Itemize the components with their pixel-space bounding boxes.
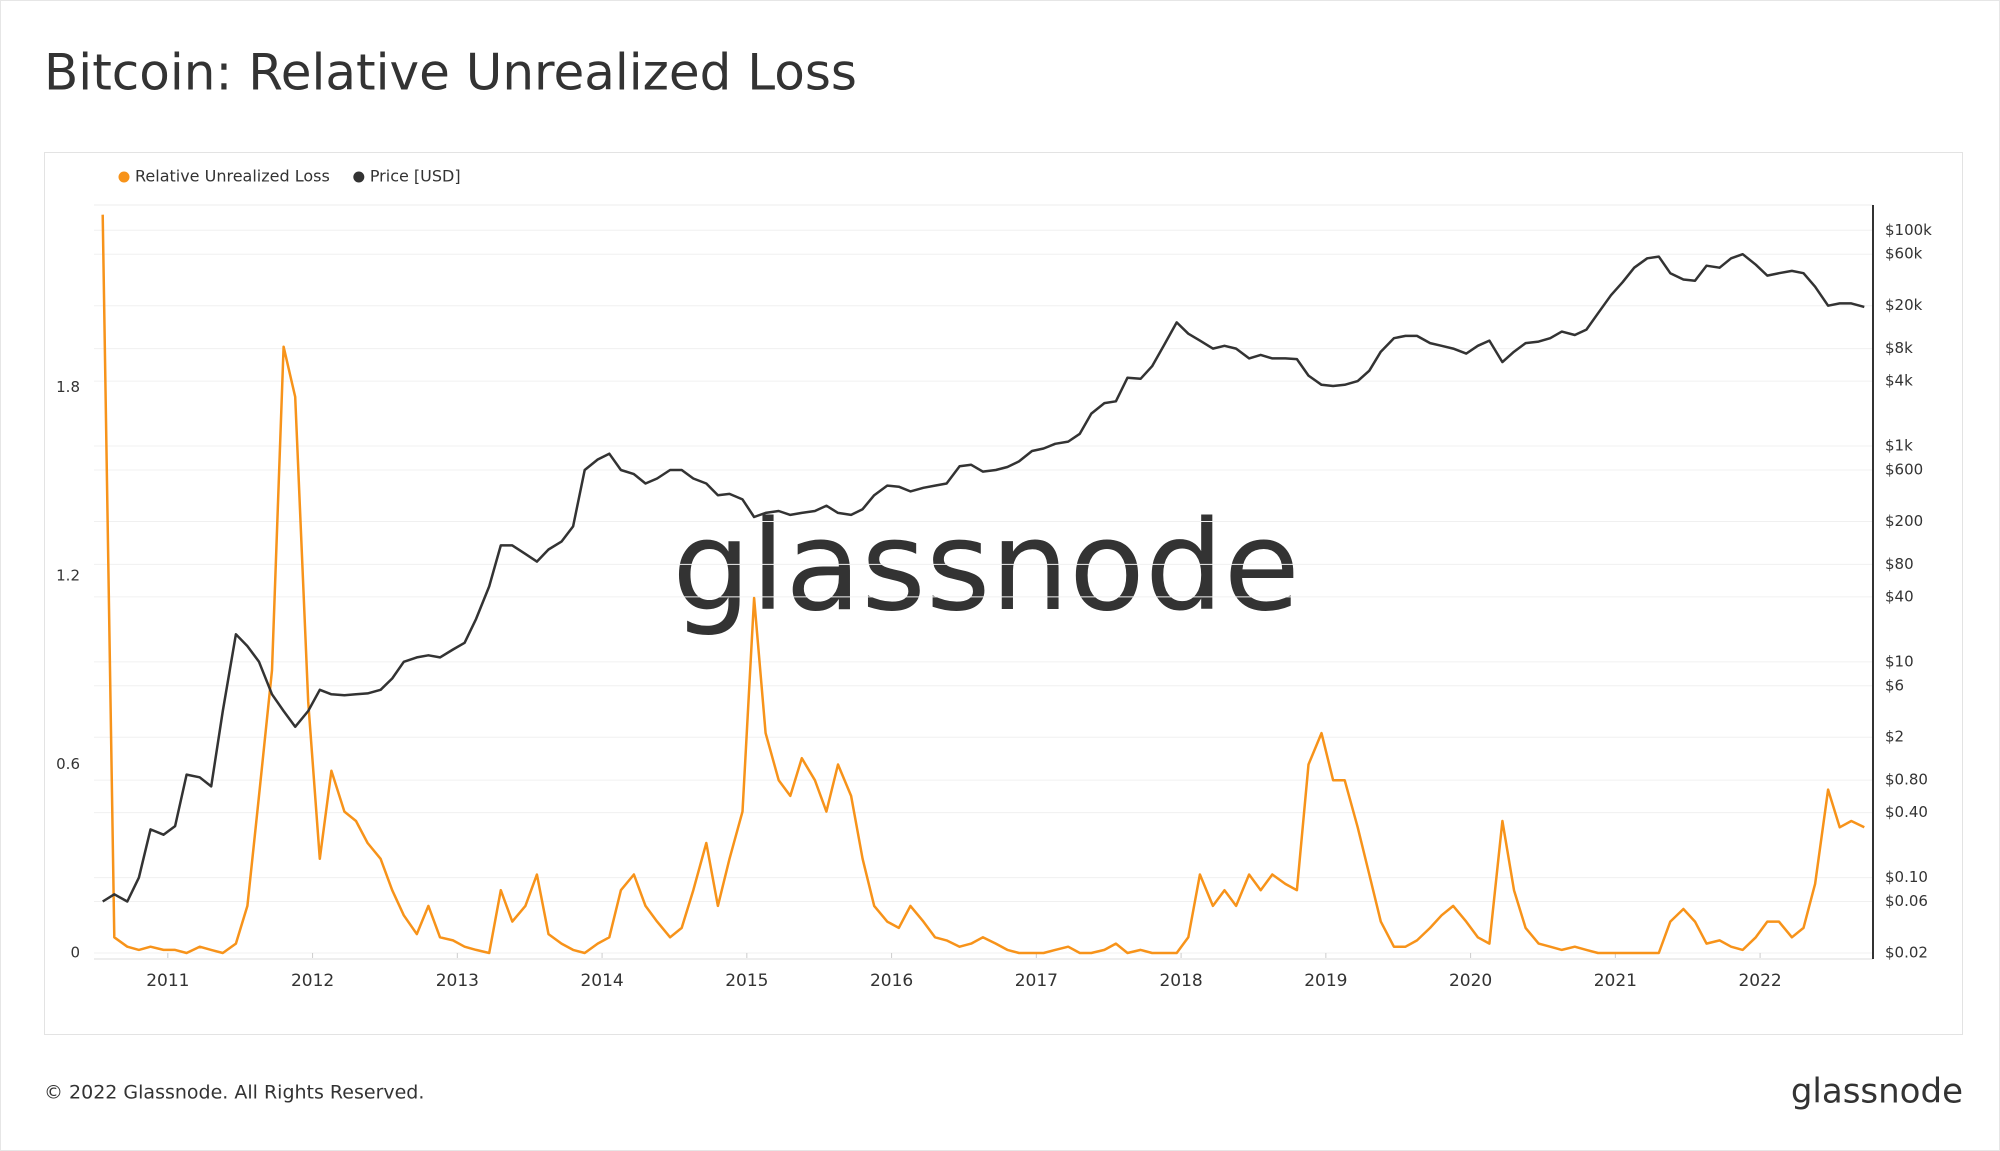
x-tick-label: 2016 <box>870 971 913 991</box>
x-tick-label: 2019 <box>1304 971 1347 991</box>
y2-tick-label: $8k <box>1885 339 1913 357</box>
y2-tick-label: $10 <box>1885 652 1914 670</box>
y2-tick-label: $0.40 <box>1885 803 1928 821</box>
y2-tick-label: $40 <box>1885 587 1914 605</box>
y2-tick-label: $0.80 <box>1885 771 1928 789</box>
y-tick-label: 0.6 <box>56 755 80 773</box>
y2-tick-label: $0.10 <box>1885 868 1928 886</box>
logo: glassnode <box>1791 1072 1963 1112</box>
x-tick-label: 2018 <box>1159 971 1202 991</box>
chart-frame <box>44 152 1963 1035</box>
y2-tick-label: $1k <box>1885 437 1913 455</box>
series-line <box>102 252 1865 903</box>
x-tick-label: 2017 <box>1015 971 1058 991</box>
y2-tick-label: $200 <box>1885 512 1923 530</box>
footer: © 2022 Glassnode. All Rights Reserved. <box>44 1082 424 1104</box>
y2-tick-label: $600 <box>1885 460 1923 478</box>
y2-tick-label: $6 <box>1885 676 1904 694</box>
chart-title: Bitcoin: Relative Unrealized Loss <box>44 44 857 102</box>
y2-tick-label: $100k <box>1885 221 1932 239</box>
x-tick-label: 2011 <box>146 971 189 991</box>
x-tick-label: 2020 <box>1449 971 1492 991</box>
y2-tick-label: $60k <box>1885 245 1923 263</box>
y2-tick-label: $2 <box>1885 728 1904 746</box>
x-tick-label: 2012 <box>291 971 334 991</box>
series-line <box>101 214 1865 955</box>
y-tick-label: 1.2 <box>56 567 80 585</box>
y2-tick-label: $4k <box>1885 372 1913 390</box>
x-tick-label: 2022 <box>1738 971 1781 991</box>
y-tick-label: 0 <box>70 944 80 962</box>
y2-tick-label: $0.06 <box>1885 892 1928 910</box>
y2-tick-label: $0.02 <box>1885 944 1928 962</box>
y2-tick-label: $80 <box>1885 555 1914 573</box>
legend-swatch <box>118 171 130 183</box>
x-tick-label: 2014 <box>580 971 623 991</box>
y2-tick-label: $20k <box>1885 296 1923 314</box>
legend-label: Relative Unrealized Loss <box>135 167 330 186</box>
y-tick-label: 1.8 <box>56 378 80 396</box>
x-tick-label: 2015 <box>725 971 768 991</box>
legend-swatch <box>353 171 365 183</box>
legend-label: Price [USD] <box>370 167 461 186</box>
x-tick-label: 2021 <box>1594 971 1637 991</box>
x-tick-label: 2013 <box>436 971 479 991</box>
watermark: glassnode <box>672 495 1300 639</box>
